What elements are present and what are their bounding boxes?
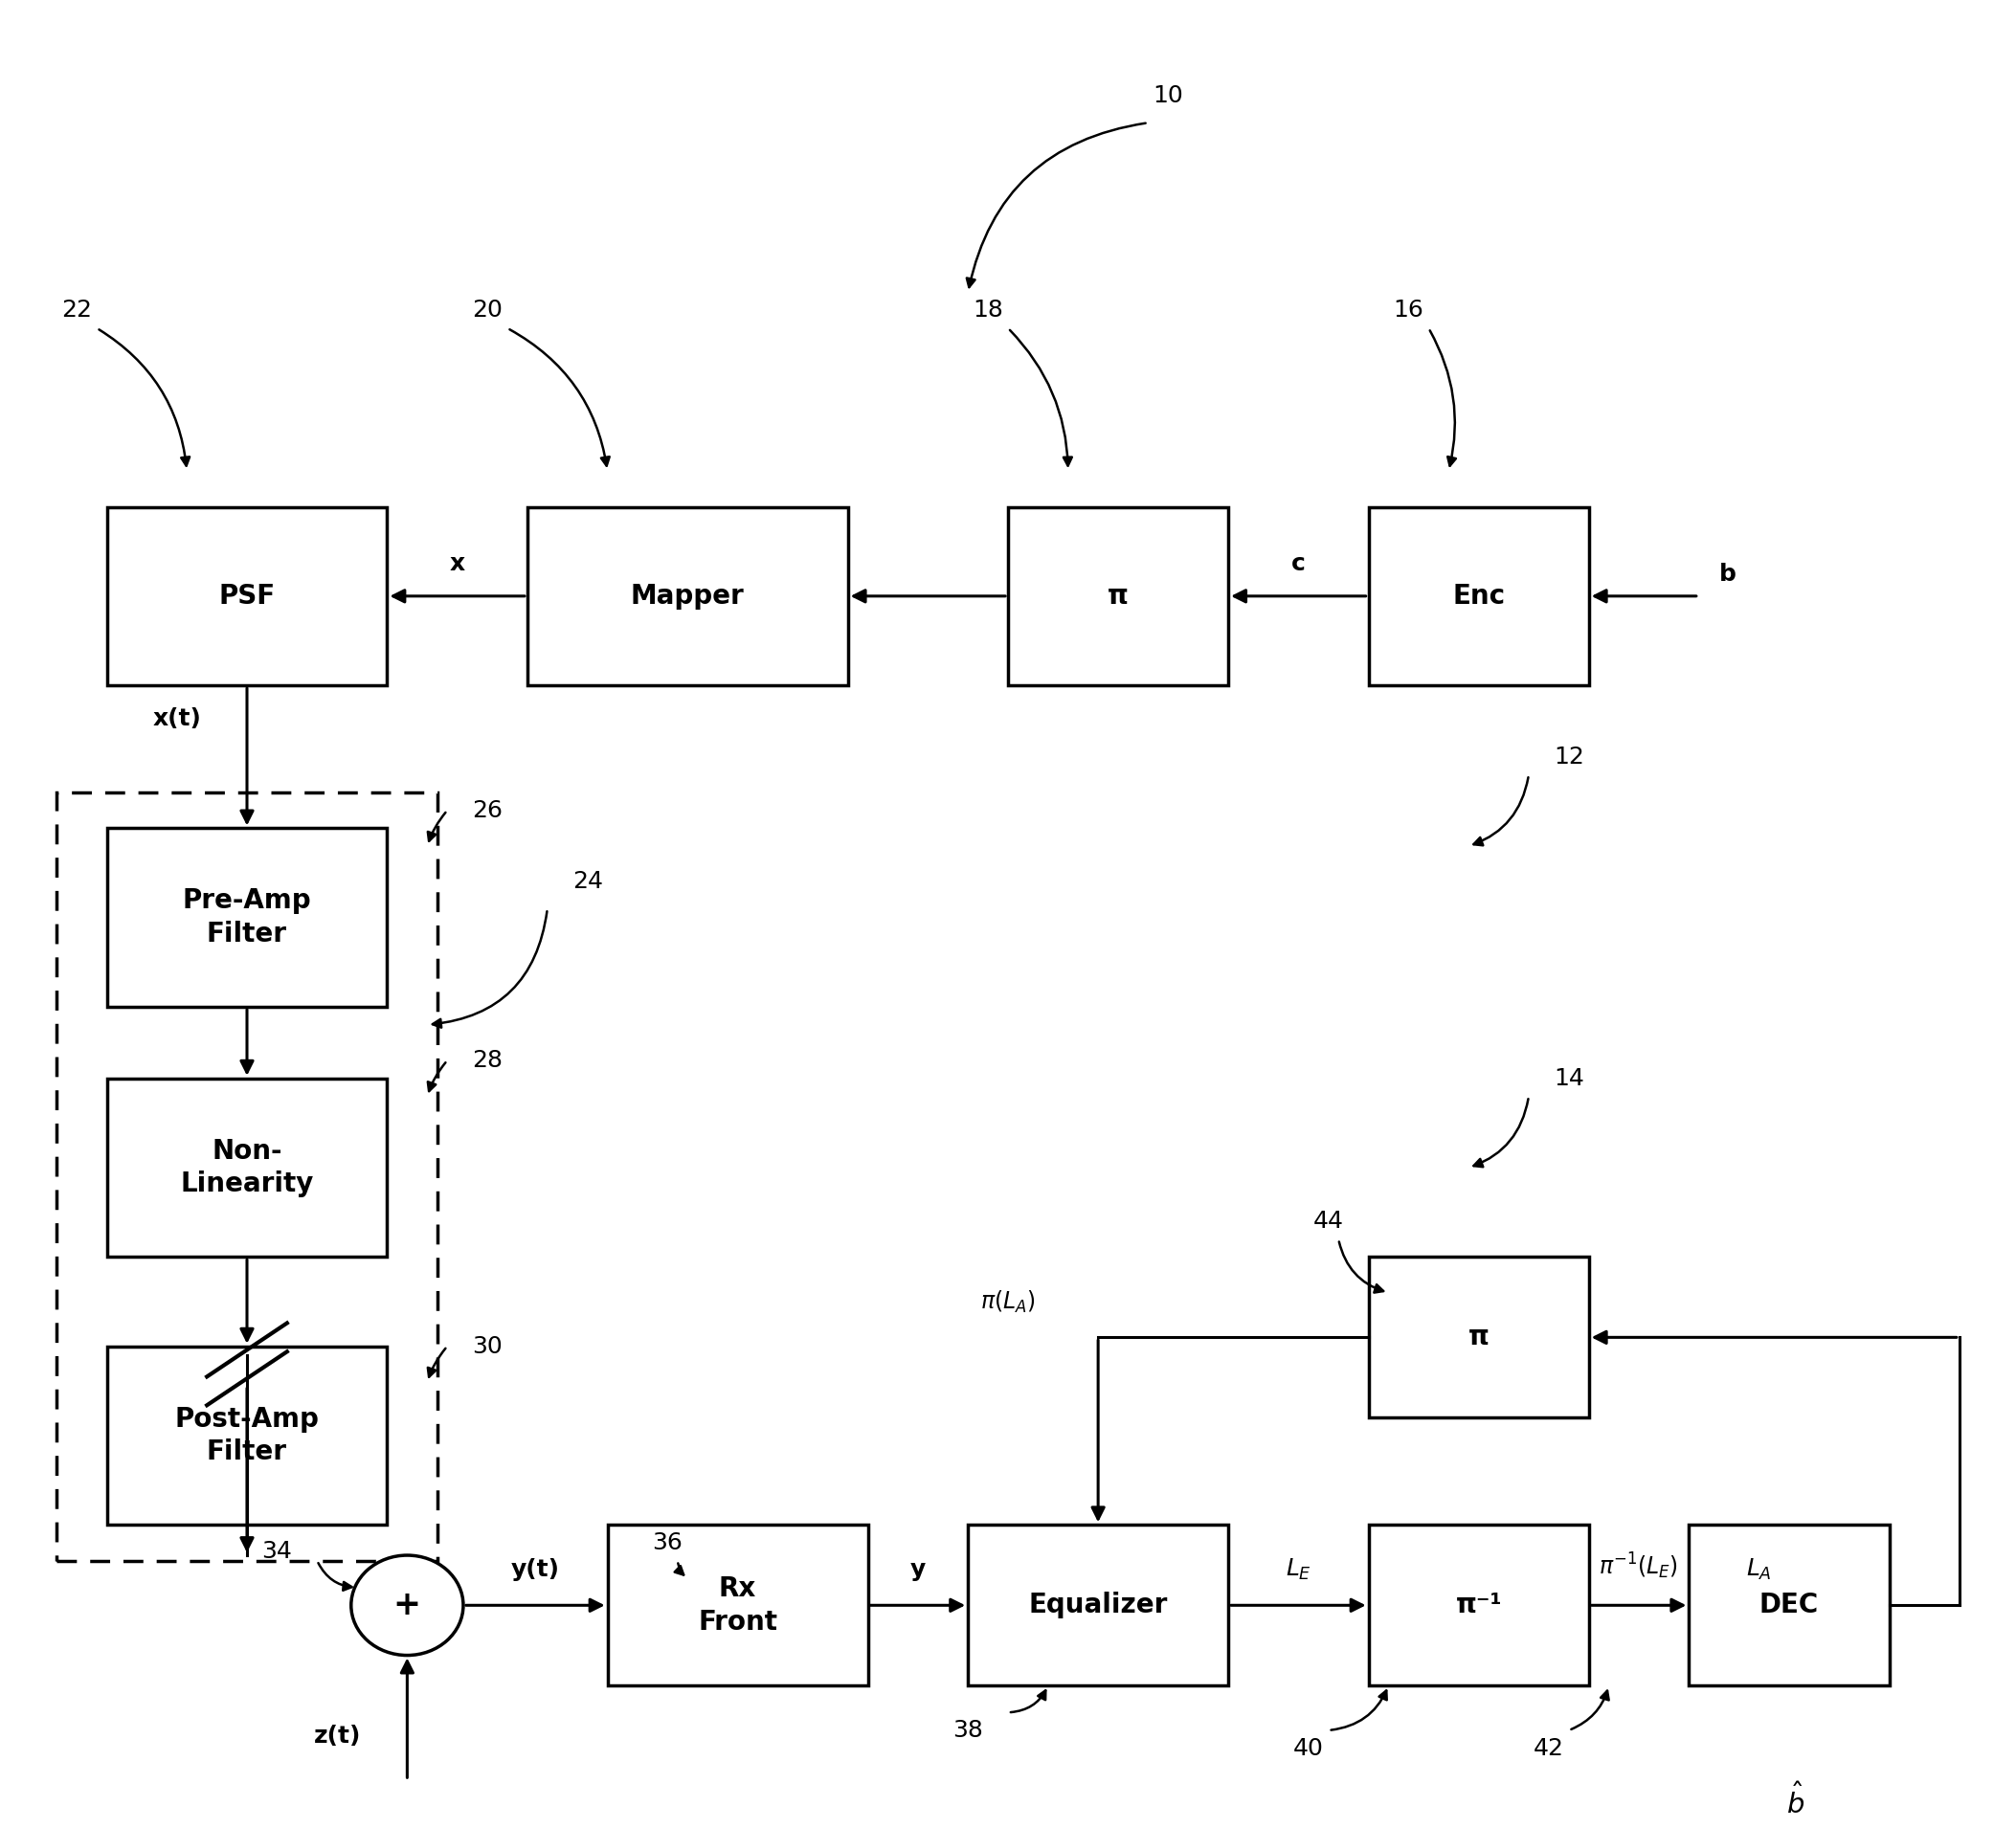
Bar bbox=[107, 828, 387, 1007]
Text: $\pi^{-1}(L_E)$: $\pi^{-1}(L_E)$ bbox=[1599, 1550, 1679, 1581]
Text: Enc: Enc bbox=[1452, 583, 1506, 609]
Text: $L_A$: $L_A$ bbox=[1746, 1557, 1772, 1581]
Text: 42: 42 bbox=[1534, 1737, 1564, 1760]
Text: x(t): x(t) bbox=[153, 707, 202, 729]
Text: Rx
Front: Rx Front bbox=[698, 1576, 778, 1636]
Text: PSF: PSF bbox=[218, 583, 276, 609]
Text: π: π bbox=[1107, 583, 1129, 609]
Text: y: y bbox=[909, 1557, 925, 1581]
Text: 34: 34 bbox=[262, 1541, 292, 1563]
Text: Equalizer: Equalizer bbox=[1028, 1592, 1167, 1618]
Bar bbox=[56, 793, 437, 1561]
Text: 30: 30 bbox=[472, 1334, 502, 1358]
Text: 38: 38 bbox=[954, 1718, 984, 1742]
Bar bbox=[1369, 1525, 1589, 1685]
Bar bbox=[968, 1525, 1228, 1685]
Text: 24: 24 bbox=[573, 870, 603, 894]
Text: 26: 26 bbox=[472, 799, 502, 823]
Text: $L_E$: $L_E$ bbox=[1286, 1557, 1310, 1581]
Text: c: c bbox=[1292, 552, 1306, 576]
Text: $\hat{b}$: $\hat{b}$ bbox=[1786, 1784, 1804, 1819]
Bar bbox=[107, 1079, 387, 1258]
Circle shape bbox=[351, 1556, 464, 1656]
Bar bbox=[107, 506, 387, 686]
Bar bbox=[528, 506, 849, 686]
Text: $\pi(L_A)$: $\pi(L_A)$ bbox=[980, 1289, 1036, 1314]
Text: 16: 16 bbox=[1393, 298, 1423, 322]
Text: DEC: DEC bbox=[1760, 1592, 1818, 1618]
Text: Post-Amp
Filter: Post-Amp Filter bbox=[175, 1406, 319, 1466]
Text: Pre-Amp
Filter: Pre-Amp Filter bbox=[183, 888, 310, 947]
Bar bbox=[1689, 1525, 1889, 1685]
Text: Non-
Linearity: Non- Linearity bbox=[179, 1137, 314, 1197]
Text: 12: 12 bbox=[1554, 746, 1585, 768]
Text: 36: 36 bbox=[653, 1532, 683, 1554]
Text: Mapper: Mapper bbox=[631, 583, 744, 609]
Bar bbox=[1008, 506, 1228, 686]
Text: y(t): y(t) bbox=[510, 1557, 560, 1581]
Bar bbox=[1369, 1258, 1589, 1419]
Bar bbox=[107, 1345, 387, 1525]
Text: π⁻¹: π⁻¹ bbox=[1456, 1592, 1502, 1618]
Bar bbox=[1369, 506, 1589, 686]
Text: 40: 40 bbox=[1292, 1737, 1325, 1760]
Text: 10: 10 bbox=[1153, 84, 1183, 108]
Text: 28: 28 bbox=[472, 1049, 502, 1071]
Text: b: b bbox=[1720, 563, 1736, 587]
Text: 14: 14 bbox=[1554, 1068, 1585, 1089]
Text: π: π bbox=[1468, 1323, 1490, 1351]
Text: 22: 22 bbox=[60, 298, 93, 322]
Text: 44: 44 bbox=[1312, 1210, 1345, 1232]
Bar bbox=[607, 1525, 867, 1685]
Text: 18: 18 bbox=[972, 298, 1004, 322]
Text: +: + bbox=[393, 1589, 421, 1621]
Text: z(t): z(t) bbox=[312, 1724, 361, 1748]
Text: 20: 20 bbox=[472, 298, 502, 322]
Text: x: x bbox=[450, 552, 466, 576]
